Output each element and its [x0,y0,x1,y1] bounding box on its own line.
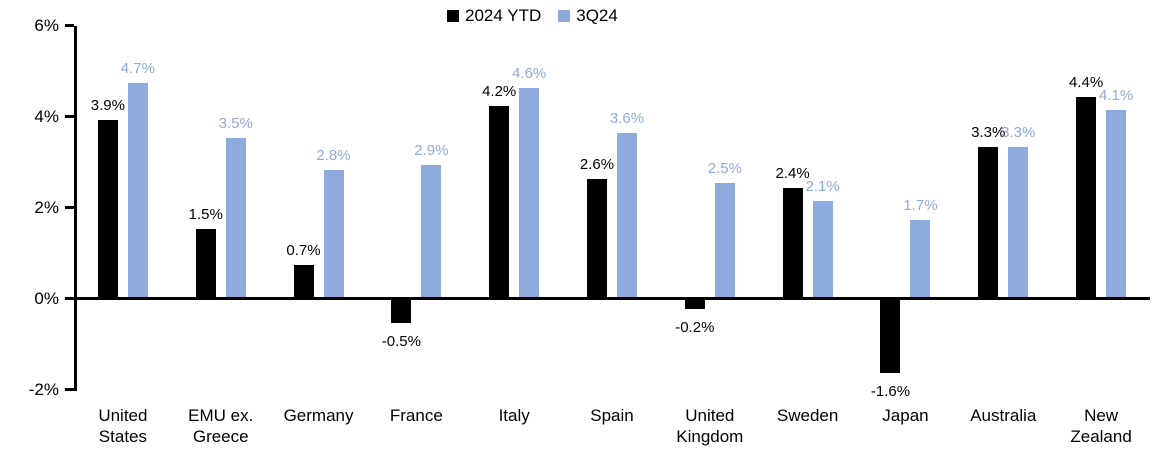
y-tick-label: 4% [34,106,59,126]
bar-label-2024-ytd: 4.4% [1068,73,1104,91]
legend-label-3q24: 3Q24 [576,6,618,25]
category-label: United Kingdom [676,406,744,446]
category-label: Sweden [776,406,839,425]
bar-2024-ytd [391,300,412,323]
bar-label-2024-ytd: 0.7% [286,242,321,260]
y-tick [65,24,74,27]
bar-label-3q24: 4.7% [120,60,155,78]
bar-3q24 [617,133,637,297]
category-label: Japan [882,406,929,425]
bar-2024-ytd [684,300,705,310]
bar-label-2024-ytd: -0.5% [381,332,421,350]
legend: 2024 YTD 3Q24 [447,6,618,26]
bar-label-3q24: 2.8% [316,146,351,164]
category-label: New Zealand [1070,406,1132,446]
bar-label-2024-ytd: 3.9% [90,96,125,114]
legend-swatch-3q24 [558,10,571,22]
category-label: Germany [283,406,354,425]
bar-2024-ytd [880,300,901,373]
bar-3q24 [225,137,246,297]
bar-3q24 [1106,110,1127,297]
bar-label-3q24: 2.9% [414,142,449,160]
bar-label-3q24: 4.1% [1098,87,1134,105]
legend-swatch-2024-ytd [447,10,459,22]
category-label: EMU ex. Greece [188,406,254,446]
y-axis-line [74,26,77,391]
bar-3q24 [812,201,833,297]
bar-label-3q24: 2.5% [707,160,742,178]
bar-2024-ytd [293,265,314,297]
bar-2024-ytd [489,105,510,297]
bar-label-3q24: 4.6% [512,64,547,82]
bar-label-2024-ytd: 2.6% [579,155,615,173]
bar-label-2024-ytd: 4.2% [482,82,517,100]
category-label: Spain [590,406,634,425]
y-tick-label: 2% [34,197,59,217]
y-tick [65,388,74,391]
category-label: France [389,406,443,425]
bar-label-2024-ytd: -0.2% [675,319,715,337]
bar-2024-ytd [195,228,216,297]
bar-3q24 [1008,146,1029,297]
bar-label-3q24: 2.1% [805,178,840,196]
y-tick [65,206,74,209]
bar-label-3q24: 3.5% [218,114,253,132]
y-tick [65,115,74,118]
bar-3q24 [519,87,540,297]
legend-label-2024-ytd: 2024 YTD [465,6,542,25]
category-label: United States [98,406,148,446]
bar-2024-ytd [782,187,803,297]
x-axis-line [74,297,1150,300]
y-tick-label: 0% [34,288,59,308]
legend-item-2024-ytd: 2024 YTD [447,6,541,26]
bar-label-3q24: 3.6% [609,110,645,128]
y-tick [65,297,74,300]
bar-label-3q24: 3.3% [1001,123,1036,141]
bar-3q24 [910,219,931,297]
legend-item-3q24: 3Q24 [558,6,618,26]
bar-2024-ytd [97,119,118,297]
category-label: Australia [970,406,1037,425]
bar-2024-ytd [978,146,999,297]
y-tick-label: 6% [34,15,59,35]
category-label: Italy [498,406,530,425]
bar-3q24 [714,183,735,297]
bar-2024-ytd [587,178,607,297]
bar-3q24 [323,169,344,297]
bar-2024-ytd [1076,96,1097,297]
bar-label-2024-ytd: 2.4% [775,164,810,182]
bar-3q24 [421,165,442,297]
bar-3q24 [127,83,148,297]
bar-label-2024-ytd: -1.6% [870,382,911,400]
bar-label-2024-ytd: 3.3% [971,123,1006,141]
bar-label-3q24: 1.7% [903,196,938,214]
y-tick-label: -2% [28,379,59,399]
bar-label-2024-ytd: 1.5% [188,205,223,223]
